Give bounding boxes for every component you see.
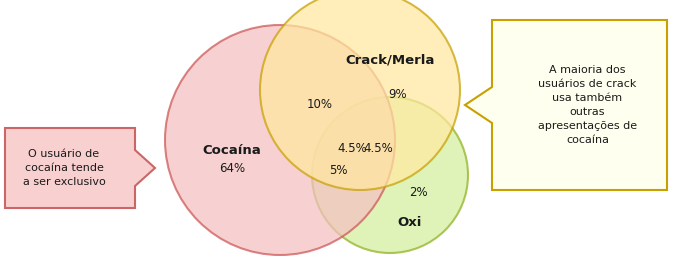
Polygon shape	[5, 128, 155, 208]
Text: 2%: 2%	[408, 187, 427, 200]
Text: 10%: 10%	[307, 99, 333, 112]
Text: 4.5%: 4.5%	[363, 142, 393, 154]
Text: Oxi: Oxi	[398, 217, 422, 229]
Text: Crack/Merla: Crack/Merla	[345, 54, 435, 67]
Text: 9%: 9%	[389, 89, 407, 101]
Ellipse shape	[312, 97, 468, 253]
Polygon shape	[465, 20, 667, 190]
Ellipse shape	[260, 0, 460, 190]
Text: Cocaína: Cocaína	[203, 144, 262, 157]
Text: 5%: 5%	[329, 164, 347, 176]
Text: 64%: 64%	[219, 161, 245, 174]
Text: A maioria dos
usuários de crack
usa também
outras
apresentações de
cocaína: A maioria dos usuários de crack usa tamb…	[538, 65, 637, 145]
Text: O usuário de
cocaína tende
a ser exclusivo: O usuário de cocaína tende a ser exclusi…	[23, 149, 105, 187]
Ellipse shape	[165, 25, 395, 255]
Text: 4.5%: 4.5%	[337, 142, 367, 154]
